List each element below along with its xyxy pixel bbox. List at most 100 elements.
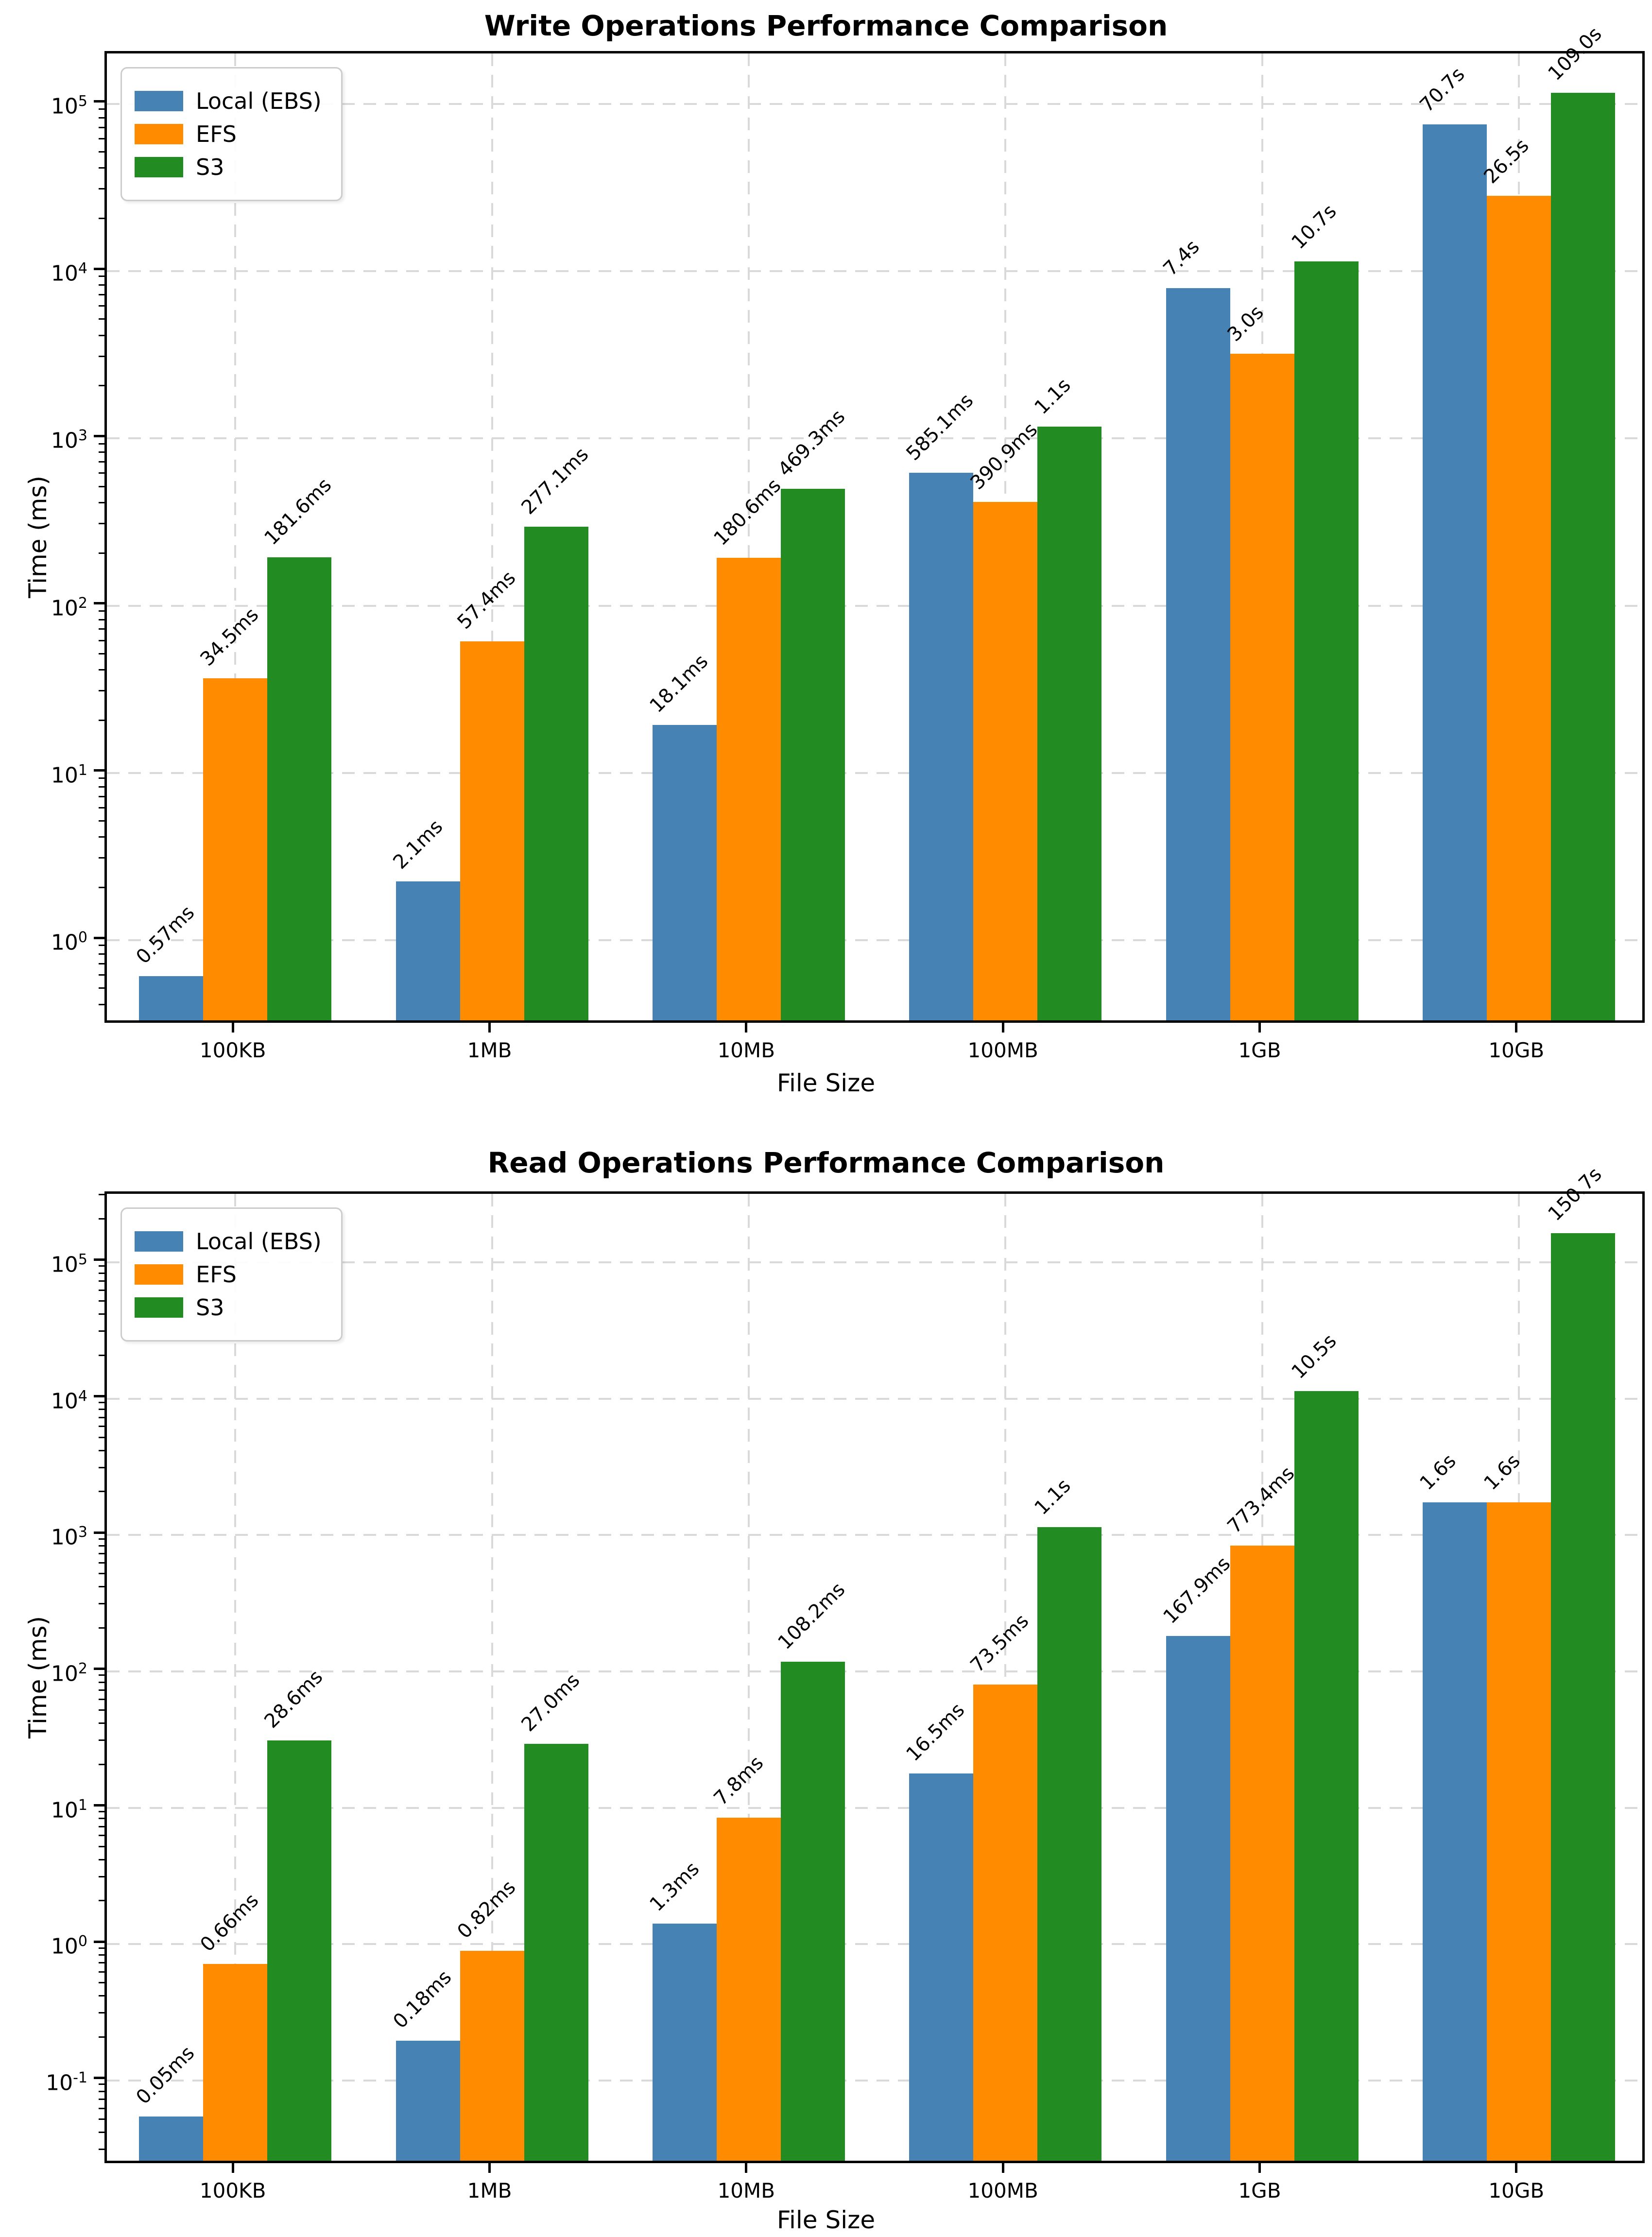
legend-swatch-s3 bbox=[135, 157, 183, 177]
gridline-h bbox=[107, 1261, 1642, 1263]
y-minor-tick bbox=[99, 117, 104, 119]
y-major-tick bbox=[94, 100, 104, 103]
x-tick-label: 1MB bbox=[467, 2179, 512, 2203]
y-minor-tick bbox=[99, 836, 104, 838]
bar-s3-10mb bbox=[780, 488, 845, 1020]
bar-local-ebs-10mb bbox=[652, 1924, 717, 2161]
y-minor-tick bbox=[99, 284, 104, 286]
gridline-h bbox=[107, 270, 1642, 273]
bar-local-ebs-10gb bbox=[1422, 1502, 1487, 2161]
gridline-v bbox=[234, 1194, 237, 2161]
y-minor-tick bbox=[99, 945, 104, 946]
gridline-h bbox=[107, 1397, 1642, 1400]
legend-swatch-efs bbox=[135, 1264, 183, 1285]
x-axis-label: File Size bbox=[776, 1069, 876, 1097]
y-tick-label: 105 bbox=[51, 1251, 87, 1277]
y-major-tick bbox=[94, 1258, 104, 1261]
bar-value-label: 27.0ms bbox=[516, 1669, 584, 1737]
bar-local-ebs-100mb bbox=[909, 1773, 974, 2161]
y-minor-tick bbox=[99, 777, 104, 779]
x-tick bbox=[745, 2163, 748, 2173]
x-tick bbox=[1258, 2163, 1261, 2173]
gridline-h bbox=[107, 1807, 1642, 1809]
bar-local-ebs-100kb bbox=[139, 2117, 204, 2161]
legend-label-s3: S3 bbox=[196, 1294, 224, 1321]
write-operations-chart: Write Operations Performance Comparison … bbox=[0, 0, 1652, 1118]
y-minor-tick bbox=[99, 1603, 104, 1605]
bar-efs-10gb bbox=[1486, 1502, 1551, 2161]
y-minor-tick bbox=[99, 1449, 104, 1451]
y-minor-tick bbox=[99, 610, 104, 612]
gridline-h bbox=[107, 1943, 1642, 1945]
y-minor-tick bbox=[99, 1627, 104, 1629]
y-major-tick bbox=[94, 1940, 104, 1943]
x-tick bbox=[1001, 2163, 1004, 2173]
x-tick bbox=[488, 2163, 491, 2173]
y-minor-tick bbox=[99, 1562, 104, 1564]
y-minor-tick bbox=[99, 963, 104, 964]
bar-value-label: 0.66ms bbox=[196, 1889, 263, 1956]
bar-efs-1gb bbox=[1230, 354, 1294, 1020]
bar-local-ebs-1gb bbox=[1166, 288, 1230, 1020]
bar-value-label: 181.6ms bbox=[260, 474, 336, 550]
y-tick-label: 104 bbox=[51, 1387, 87, 1414]
x-tick-label: 100MB bbox=[967, 1038, 1038, 1062]
y-minor-tick bbox=[99, 443, 104, 445]
y-minor-tick bbox=[99, 1491, 104, 1493]
x-tick bbox=[1258, 1023, 1261, 1032]
y-minor-tick bbox=[99, 1300, 104, 1302]
legend-item-efs: EFS bbox=[135, 1261, 322, 1288]
bar-value-label: 34.5ms bbox=[196, 603, 263, 671]
y-tick-label: 102 bbox=[51, 1660, 87, 1686]
legend-item-local-ebs: Local (EBS) bbox=[135, 88, 322, 114]
plot-area: 0.57ms 2.1ms 18.1ms 585.1ms 7.4s 70.7s 34.5ms 5… bbox=[104, 23, 1645, 1023]
y-minor-tick bbox=[99, 126, 104, 128]
bar-value-label: 10.5s bbox=[1287, 1329, 1341, 1383]
gridline-h bbox=[107, 939, 1642, 942]
x-tick-label: 10MB bbox=[717, 1038, 775, 1062]
x-tick-label: 1MB bbox=[467, 1038, 512, 1062]
x-tick-label: 10MB bbox=[717, 2179, 775, 2203]
y-major-tick bbox=[94, 434, 104, 437]
y-minor-tick bbox=[99, 987, 104, 989]
y-tick-label: 101 bbox=[51, 1796, 87, 1823]
bar-value-label: 0.18ms bbox=[388, 1966, 456, 2033]
bar-value-label: 7.4s bbox=[1158, 235, 1204, 281]
gridline-h bbox=[107, 103, 1642, 105]
bar-value-label: 469.3ms bbox=[774, 405, 850, 481]
y-minor-tick bbox=[99, 1313, 104, 1315]
y-minor-tick bbox=[99, 1289, 104, 1291]
legend-label-s3: S3 bbox=[196, 154, 224, 180]
y-minor-tick bbox=[99, 2083, 104, 2085]
gridline-h bbox=[107, 1670, 1642, 1672]
x-tick-label: 10GB bbox=[1488, 2179, 1545, 2203]
x-tick-label: 1GB bbox=[1238, 2179, 1281, 2203]
y-major-tick bbox=[94, 936, 104, 939]
legend-swatch-local-ebs bbox=[135, 1231, 183, 1252]
y-minor-tick bbox=[99, 974, 104, 976]
x-axis-label: File Size bbox=[776, 2206, 876, 2234]
x-tick bbox=[231, 1023, 234, 1032]
y-minor-tick bbox=[99, 690, 104, 692]
y-tick-label: 103 bbox=[51, 1524, 87, 1550]
bar-value-label: 73.5ms bbox=[966, 1610, 1033, 1677]
y-minor-tick bbox=[99, 820, 104, 822]
bar-efs-1mb bbox=[460, 641, 524, 1020]
y-minor-tick bbox=[99, 451, 104, 453]
legend: Local (EBS) EFS S3 bbox=[120, 67, 343, 201]
chart-title: Read Operations Performance Comparison bbox=[487, 1146, 1165, 1179]
y-minor-tick bbox=[99, 461, 104, 463]
x-tick bbox=[745, 1023, 748, 1032]
y-minor-tick bbox=[99, 1971, 104, 1973]
y-minor-tick bbox=[99, 1003, 104, 1005]
legend-item-s3: S3 bbox=[135, 154, 322, 180]
y-minor-tick bbox=[99, 1674, 104, 1676]
bar-efs-100kb bbox=[203, 1963, 268, 2161]
bar-local-ebs-100kb bbox=[139, 976, 204, 1020]
y-minor-tick bbox=[99, 1436, 104, 1438]
bar-efs-1mb bbox=[460, 1951, 524, 2161]
y-minor-tick bbox=[99, 318, 104, 320]
y-major-tick bbox=[94, 1804, 104, 1807]
bar-value-label: 585.1ms bbox=[902, 389, 978, 465]
bar-local-ebs-1mb bbox=[396, 881, 460, 1020]
